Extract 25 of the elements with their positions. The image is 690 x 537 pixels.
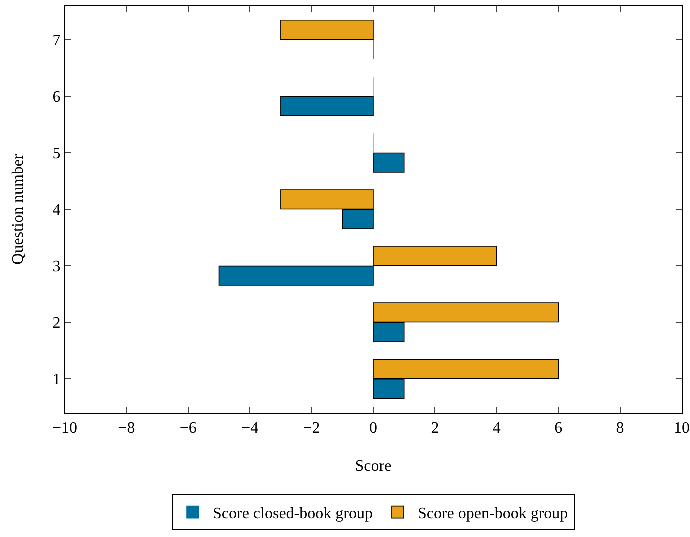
y-tick-label: 4 [52,202,61,220]
y-tick-label: 7 [52,32,61,50]
y-tick-label: 6 [52,89,61,106]
x-tick-label: −8 [118,420,136,438]
legend-label: Score closed-book group [213,506,373,523]
y-tick-label: 5 [52,146,61,163]
bar [373,152,405,173]
x-tick-label: 8 [616,420,624,438]
x-axis-title: Score [355,458,392,475]
y-axis-title: Question number [10,154,27,265]
bar [280,20,374,40]
x-tick-label: 6 [554,420,563,438]
legend-label: Score open-book group [418,506,568,523]
x-tick-label: −2 [303,420,320,438]
x-tick-label: −6 [180,420,197,438]
x-tick-label: 4 [492,420,501,438]
y-tick-label: 1 [52,372,61,389]
x-tick-label: 2 [431,420,440,438]
bar [280,96,374,116]
y-tick-label: 2 [52,315,61,332]
x-tick-label: 10 [674,420,690,438]
y-tick-label: 3 [52,258,61,276]
x-tick-label: −10 [52,420,78,438]
x-tick-label: −4 [242,420,259,438]
x-tick-label: 0 [370,420,378,438]
